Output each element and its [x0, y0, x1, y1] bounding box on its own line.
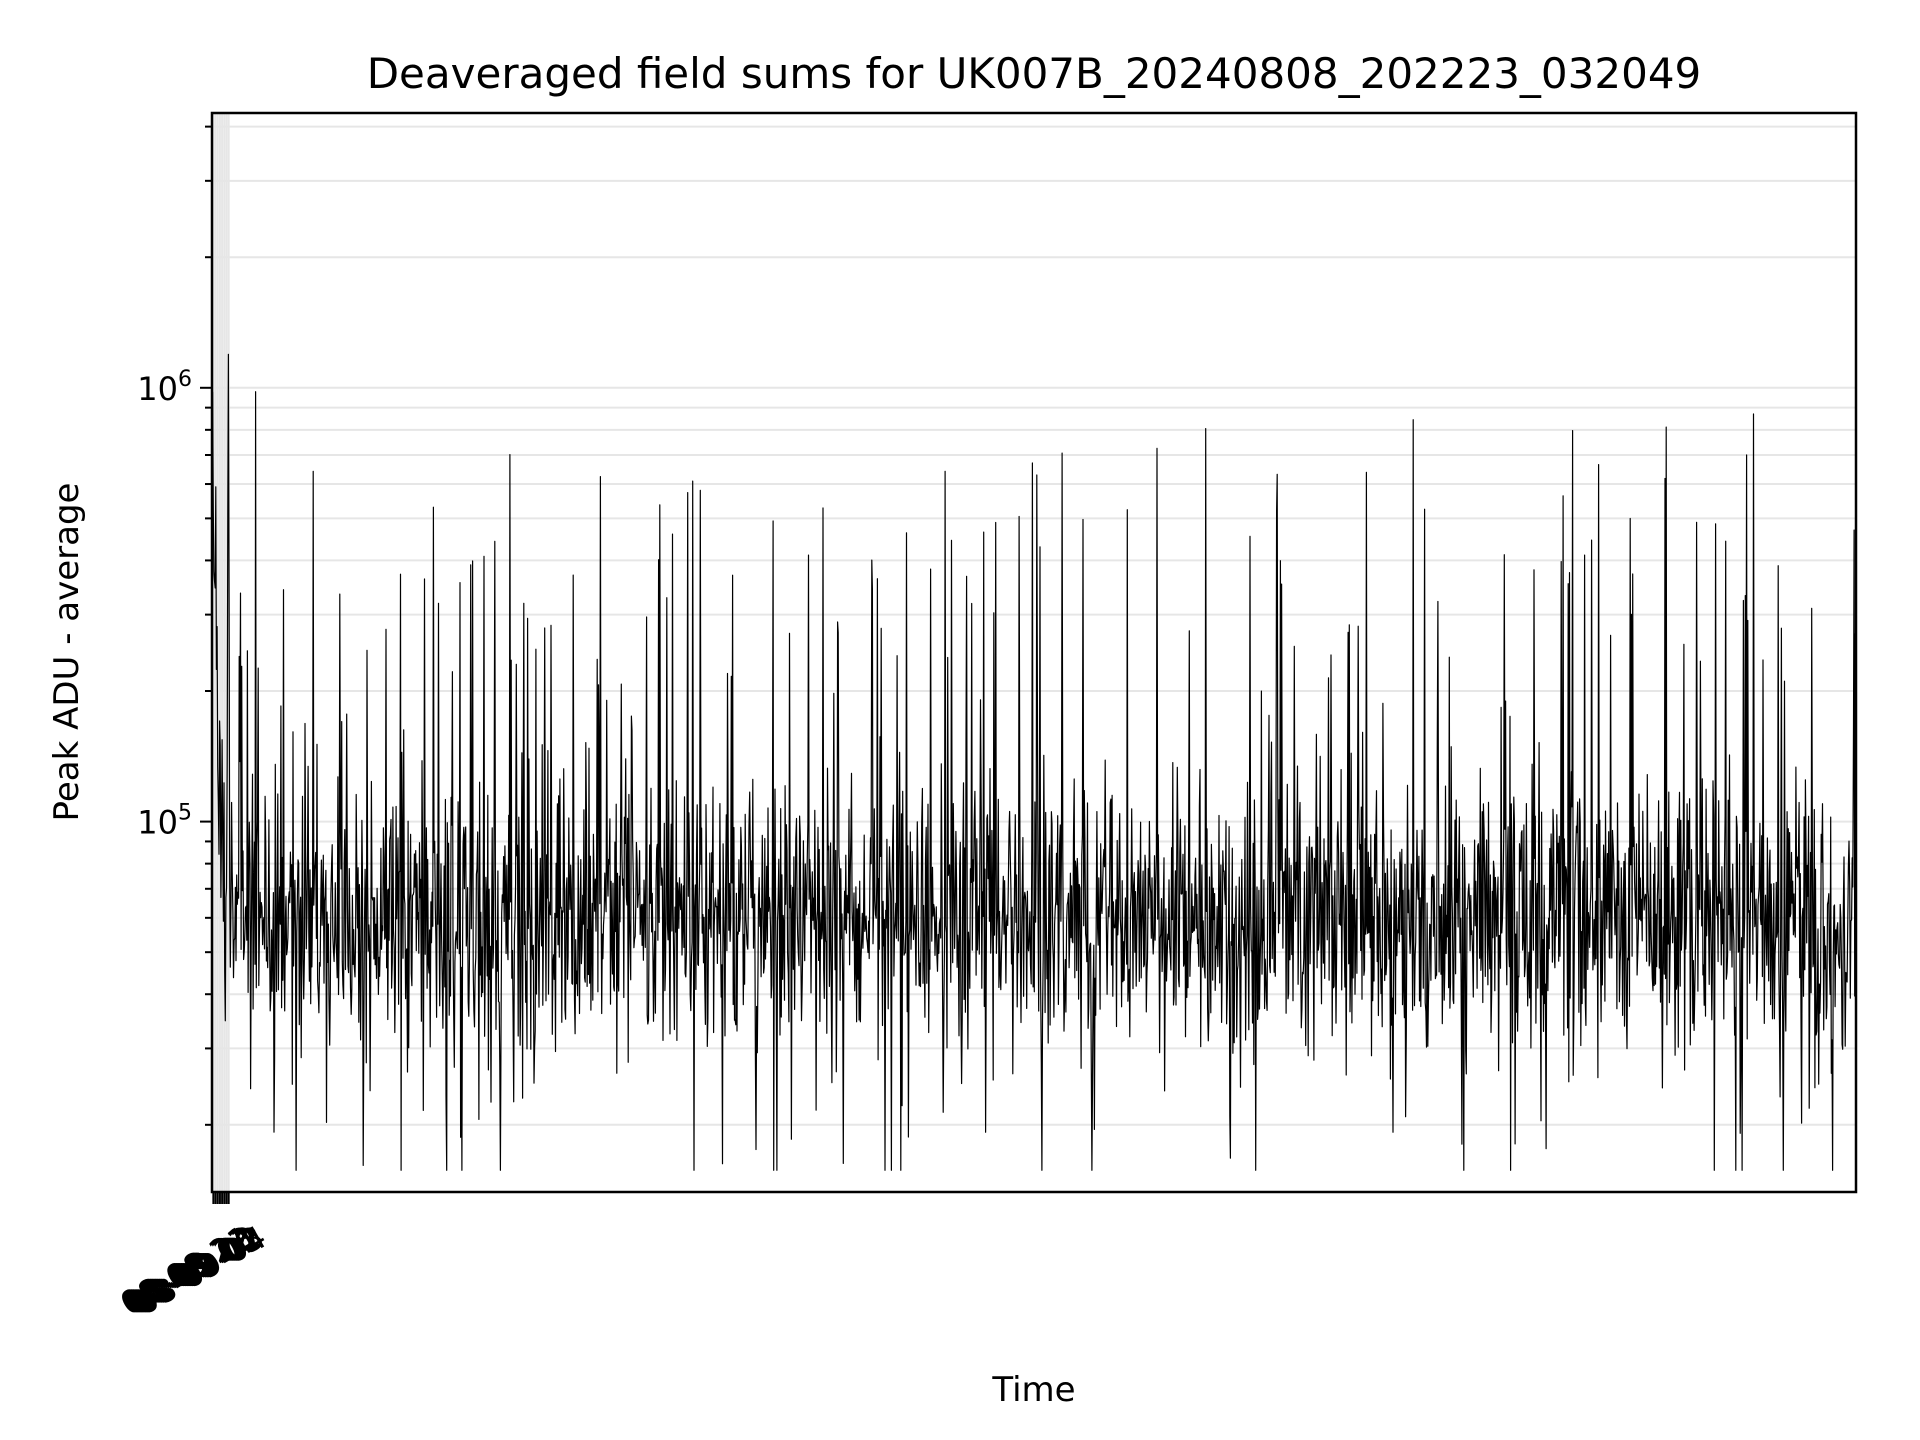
y-tick-label: 106 — [137, 367, 192, 408]
y-axis-label: Peak ADU - average — [47, 483, 87, 822]
grid — [212, 113, 1856, 1192]
plot-frame — [210, 111, 1858, 1194]
chart-title: Deaveraged field sums for UK007B_2024080… — [367, 49, 1702, 98]
y-tick-label: 105 — [137, 801, 192, 842]
series-path — [211, 353, 1857, 1171]
x-axis-label: Time — [991, 1370, 1075, 1410]
series-line — [211, 353, 1857, 1171]
y-axis: 105 106 — [137, 125, 212, 1126]
